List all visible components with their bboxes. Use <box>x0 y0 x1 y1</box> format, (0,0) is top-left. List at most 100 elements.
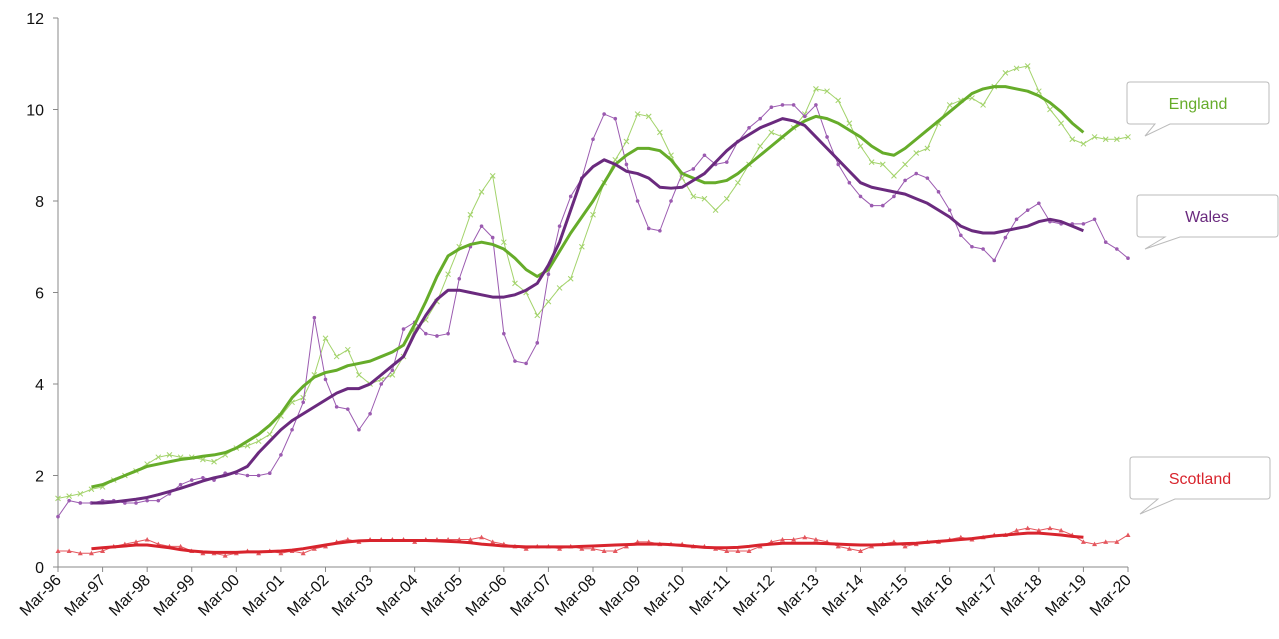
marker <box>779 537 785 542</box>
marker <box>1025 208 1030 212</box>
marker <box>189 478 194 482</box>
marker <box>77 550 83 556</box>
y-tick-label: 8 <box>35 194 44 211</box>
marker <box>701 195 708 202</box>
marker <box>913 150 920 156</box>
marker <box>222 553 228 558</box>
marker <box>1035 88 1042 95</box>
marker <box>824 88 830 95</box>
marker <box>356 371 362 378</box>
marker <box>389 371 396 378</box>
marker <box>1103 240 1108 244</box>
marker <box>557 224 562 228</box>
x-tick-label: Mar-96 <box>17 572 65 620</box>
marker <box>401 327 406 331</box>
marker <box>568 194 573 199</box>
marker <box>836 162 841 167</box>
marker <box>178 543 184 549</box>
x-tick-label: Mar-99 <box>151 572 199 620</box>
marker <box>590 546 596 551</box>
marker <box>256 473 261 478</box>
marker <box>746 548 752 553</box>
marker <box>78 501 83 505</box>
x-tick-label: Mar-03 <box>329 572 377 620</box>
marker <box>1025 525 1031 531</box>
marker <box>747 126 751 130</box>
marker <box>178 482 183 487</box>
marker <box>300 550 306 556</box>
legend-label: England <box>1169 96 1228 113</box>
marker <box>846 120 853 127</box>
marker <box>500 239 507 246</box>
marker <box>835 97 842 104</box>
marker <box>211 458 217 465</box>
marker <box>946 102 953 108</box>
marker <box>735 179 741 186</box>
marker <box>322 335 329 342</box>
marker <box>981 247 985 251</box>
marker <box>1126 256 1130 260</box>
marker <box>813 537 819 542</box>
marker <box>891 172 897 179</box>
marker <box>959 233 963 238</box>
marker <box>1125 532 1131 537</box>
marker <box>869 203 874 208</box>
marker <box>602 112 606 116</box>
marker <box>301 400 306 405</box>
marker <box>646 226 651 231</box>
marker <box>791 103 796 107</box>
marker <box>947 208 952 212</box>
marker <box>490 235 495 240</box>
marker <box>858 548 863 553</box>
marker <box>724 160 729 164</box>
marker <box>924 145 931 152</box>
marker <box>155 454 162 461</box>
x-tick-label: Mar-09 <box>597 572 645 620</box>
marker <box>278 550 284 556</box>
marker <box>512 280 518 287</box>
marker <box>244 442 251 449</box>
marker <box>323 377 328 382</box>
x-tick-label: Mar-17 <box>953 572 1001 620</box>
line <box>91 85 1085 489</box>
marker <box>467 211 474 218</box>
marker <box>1102 136 1109 143</box>
marker <box>1069 136 1076 143</box>
marker <box>489 172 496 179</box>
marker <box>768 129 775 136</box>
x-tick-label: Mar-07 <box>507 572 555 620</box>
marker <box>556 285 563 291</box>
marker <box>802 114 807 119</box>
scotland-callout <box>1129 456 1271 515</box>
marker <box>266 431 273 438</box>
marker <box>992 258 997 263</box>
marker <box>344 346 351 353</box>
marker <box>880 203 885 208</box>
marker <box>1047 525 1053 531</box>
marker <box>690 193 697 200</box>
marker <box>255 438 262 445</box>
marker <box>524 361 528 366</box>
x-tick-label: Mar-14 <box>819 572 867 620</box>
x-tick-label: Mar-00 <box>195 572 243 620</box>
x-tick-label: Mar-02 <box>284 572 332 620</box>
y-tick-label: 0 <box>35 560 44 577</box>
marker <box>334 405 339 409</box>
series <box>91 531 1084 554</box>
marker <box>868 159 875 165</box>
marker <box>724 548 730 553</box>
wales-callout <box>1136 194 1279 250</box>
marker <box>1091 134 1098 140</box>
marker <box>846 546 852 551</box>
marker <box>579 546 585 551</box>
marker <box>1125 134 1131 140</box>
marker <box>1092 217 1097 222</box>
marker <box>914 171 919 176</box>
marker <box>723 195 730 202</box>
marker <box>368 411 372 416</box>
marker <box>757 143 764 149</box>
marker <box>133 539 139 544</box>
marker <box>77 490 84 497</box>
marker <box>145 498 149 503</box>
